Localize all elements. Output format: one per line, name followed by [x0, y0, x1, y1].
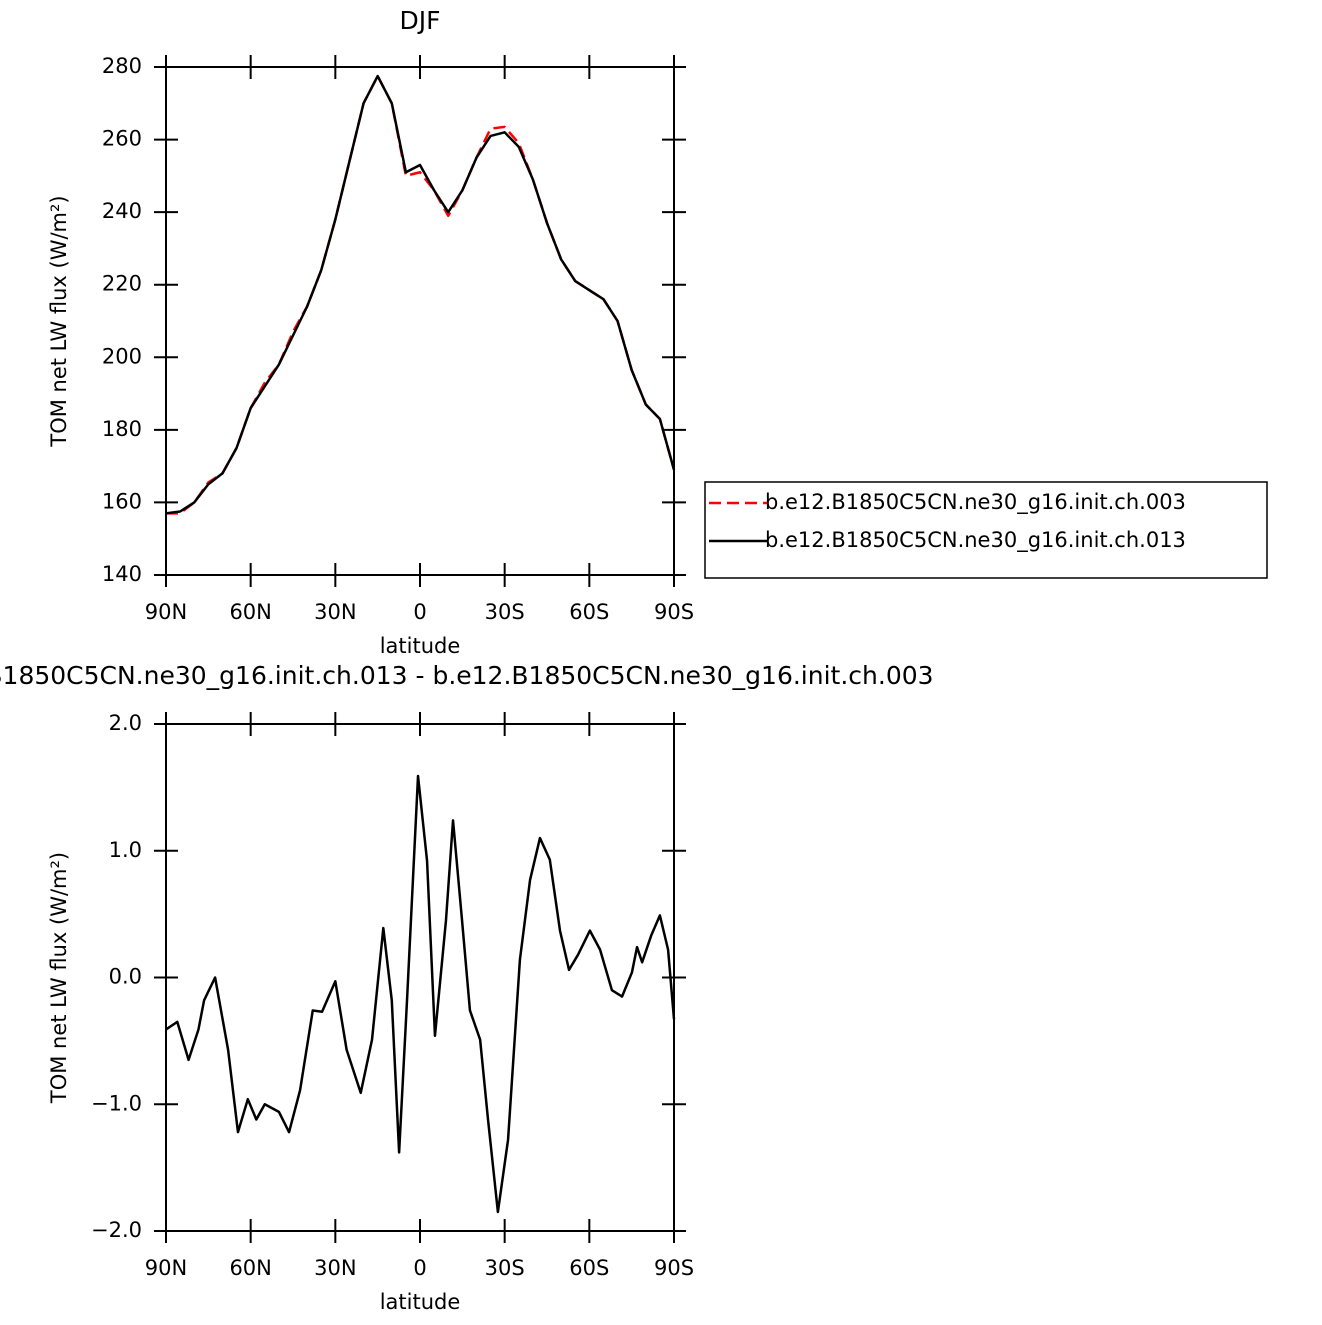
plot-frame [165, 723, 675, 1232]
x-axis-label: latitude [380, 634, 461, 658]
y-axis-label: TOM net LW flux (W/m²) [47, 852, 71, 1104]
y-tick-label: 2.0 [109, 711, 142, 735]
legend-box [704, 481, 1268, 579]
y-tick-label: 180 [102, 417, 142, 441]
x-axis-label: latitude [380, 1290, 461, 1314]
x-tick-label: 60N [229, 1256, 271, 1280]
y-tick-label: 240 [102, 199, 142, 223]
x-tick-label: 90S [654, 1256, 694, 1280]
x-tick-label: 60S [569, 600, 609, 624]
chart-title: b.e12.B1850C5CN.ne30_g16.init.ch.013 - b… [0, 661, 934, 690]
chart-title: DJF [399, 6, 440, 35]
plot-frame [165, 66, 675, 576]
x-tick-label: 30N [314, 600, 356, 624]
legend-label: b.e12.B1850C5CN.ne30_g16.init.ch.013 [765, 528, 1186, 553]
y-tick-label: 280 [102, 54, 142, 78]
legend-label: b.e12.B1850C5CN.ne30_g16.init.ch.003 [765, 490, 1186, 515]
data-line [165, 74, 676, 515]
y-tick-label: 260 [102, 127, 142, 151]
y-tick-label: 0.0 [109, 965, 142, 989]
y-tick-label: −1.0 [91, 1091, 142, 1115]
y-tick-label: 160 [102, 489, 142, 513]
x-tick-label: 0 [413, 600, 426, 624]
y-tick-label: −2.0 [91, 1218, 142, 1242]
x-tick-label: 60N [229, 600, 271, 624]
x-tick-label: 90S [654, 600, 694, 624]
y-tick-label: 200 [102, 344, 142, 368]
y-axis-label: TOM net LW flux (W/m²) [47, 195, 71, 447]
y-tick-label: 220 [102, 272, 142, 296]
data-line [165, 774, 676, 1214]
x-tick-label: 0 [413, 1256, 426, 1280]
x-tick-label: 30N [314, 1256, 356, 1280]
y-tick-label: 1.0 [109, 838, 142, 862]
y-tick-label: 140 [102, 562, 142, 586]
x-tick-label: 90N [145, 1256, 187, 1280]
x-tick-label: 30S [485, 1256, 525, 1280]
x-tick-label: 30S [485, 600, 525, 624]
x-tick-label: 60S [569, 1256, 609, 1280]
x-tick-label: 90N [145, 600, 187, 624]
